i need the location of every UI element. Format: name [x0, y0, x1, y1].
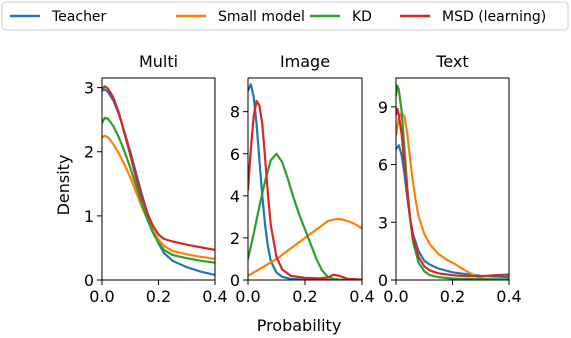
y-tick-label-image-0: 0	[230, 271, 240, 290]
y-tick-label-text-3: 9	[378, 98, 388, 117]
y-tick-label-image-3: 6	[230, 145, 240, 164]
legend-label-kd: KD	[352, 9, 372, 25]
x-tick-label-text-1: 0.2	[440, 287, 465, 306]
legend-label-teacher: Teacher	[51, 9, 107, 25]
x-tick-label-image-2: 0.4	[349, 287, 374, 306]
legend-label-msd-learning: MSD (learning)	[442, 9, 546, 25]
x-tick-label-image-1: 0.2	[292, 287, 317, 306]
series-group-multi	[102, 85, 215, 276]
y-tick-label-text-1: 3	[378, 213, 388, 232]
y-tick-label-multi-2: 2	[84, 143, 94, 162]
series-line-text-msd-learning	[396, 107, 509, 278]
legend-label-small-model: Small model	[218, 9, 305, 25]
series-group-image	[248, 83, 362, 280]
x-axis-label: Probability	[257, 316, 342, 335]
y-tick-label-image-4: 8	[230, 103, 240, 122]
x-tick-label-image-0: 0.0	[235, 287, 260, 306]
y-tick-label-image-2: 4	[230, 187, 240, 206]
x-tick-label-multi-1: 0.2	[146, 287, 171, 306]
y-axis-label: Density	[54, 155, 73, 216]
series-line-image-msd-learning	[248, 99, 362, 280]
x-tick-label-text-0: 0.0	[383, 287, 408, 306]
x-tick-label-text-2: 0.4	[496, 287, 521, 306]
x-tick-label-multi-2: 0.4	[202, 287, 227, 306]
y-tick-label-image-1: 2	[230, 229, 240, 248]
legend-frame	[1, 1, 569, 31]
series-line-text-teacher	[396, 144, 509, 279]
series-line-text-small-model	[396, 111, 509, 280]
panel-text: Text 0 3 6 9 0.0 0.2 0.4	[378, 52, 522, 306]
panel-multi: Multi 0 1 2 3 0.0 0.2 0.4	[84, 52, 228, 306]
series-line-multi-small-model	[102, 134, 215, 260]
series-line-multi-kd	[102, 116, 215, 264]
panel-title-image: Image	[280, 52, 330, 71]
series-line-text-kd	[396, 84, 509, 280]
series-line-multi-msd-learning	[102, 85, 215, 251]
y-tick-label-text-2: 6	[378, 156, 388, 175]
legend: Teacher Small model KD MSD (learning)	[1, 1, 569, 31]
series-group-text	[396, 84, 509, 280]
y-tick-label-multi-3: 3	[84, 79, 94, 98]
panel-image: Image 0 2 4 6 8 0.0 0.2 0.4	[230, 52, 375, 306]
series-line-image-small-model	[248, 217, 362, 277]
x-tick-label-multi-0: 0.0	[89, 287, 114, 306]
axes-frame-multi	[101, 77, 216, 281]
y-tick-label-multi-1: 1	[84, 207, 94, 226]
y-tick-label-multi-0: 0	[84, 271, 94, 290]
panel-title-text: Text	[435, 52, 468, 71]
y-tick-label-text-0: 0	[378, 271, 388, 290]
panel-title-multi: Multi	[139, 52, 178, 71]
series-line-image-kd	[248, 152, 362, 280]
